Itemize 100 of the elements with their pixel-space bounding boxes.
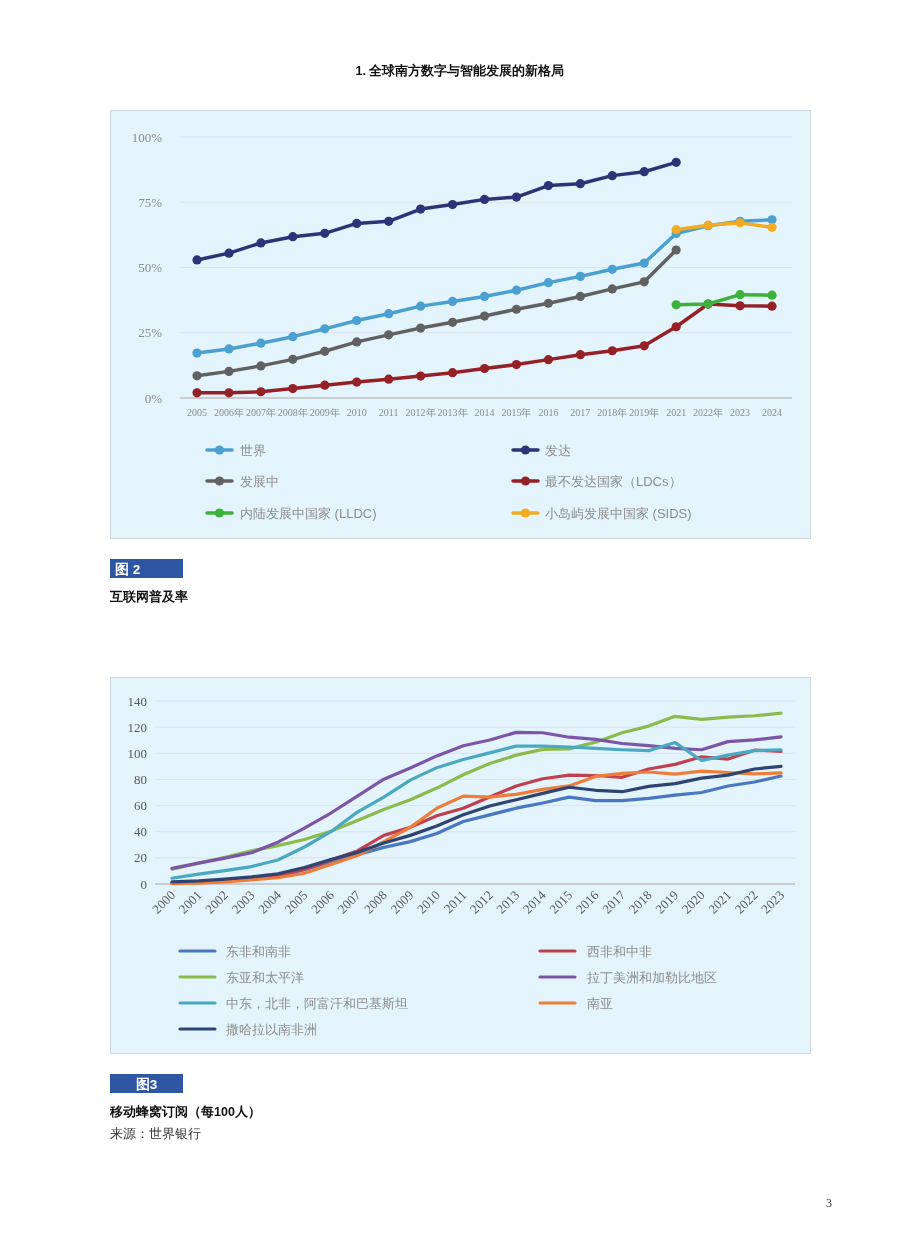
x-tick-label: 2001 (175, 887, 205, 917)
y-tick-label: 0 (140, 876, 147, 892)
legend-label: 世界 (240, 443, 266, 458)
x-tick-label: 2021 (666, 407, 687, 418)
caption: 图 2 (115, 562, 141, 577)
y-tick-label: 40 (134, 824, 147, 840)
x-tick-label: 2016 (538, 407, 559, 418)
legend-label: 中东，北非，阿富汗和巴基斯坦 (226, 996, 408, 1011)
y-tick-label: 100 (127, 745, 147, 761)
point (767, 222, 777, 232)
y-tick-label: 120 (127, 719, 147, 735)
point (288, 354, 298, 364)
point (256, 387, 266, 397)
x-tick-label: 2007年 (245, 407, 276, 418)
point (575, 179, 585, 189)
y-tick-label: 75% (138, 194, 163, 210)
x-tick-label: 2019年 (629, 407, 660, 418)
point (192, 388, 202, 398)
point (479, 194, 490, 204)
legend-label: 南亚 (587, 996, 613, 1011)
y-tick-label: 0% (144, 390, 163, 406)
point (767, 215, 777, 225)
point (192, 255, 202, 265)
point (607, 171, 617, 181)
text: 移动蜂窝订阅（每100人） (109, 1104, 261, 1119)
y-tick-label: 50% (138, 260, 163, 275)
point (639, 167, 649, 177)
point (320, 228, 330, 238)
point (384, 309, 394, 319)
point (575, 350, 585, 360)
x-tick-label: 2010 (346, 407, 367, 418)
point (352, 218, 362, 228)
point (607, 264, 617, 274)
point (479, 291, 490, 302)
point (767, 301, 777, 311)
source-note: 来源：世界银行 (110, 1127, 201, 1141)
legend-label: 发展中 (240, 474, 279, 489)
point (607, 346, 617, 356)
point (288, 384, 298, 394)
x-tick-label: 2011 (378, 407, 399, 418)
point (320, 346, 330, 356)
point (543, 278, 553, 288)
x-tick-label: 2008年 (277, 407, 308, 418)
point (511, 359, 522, 370)
point (511, 192, 522, 202)
point (384, 216, 394, 226)
legend-label: 小岛屿发展中国家 (SIDS) (545, 506, 692, 521)
point (384, 330, 394, 340)
point (288, 232, 298, 242)
text: 1. 全球南方数字与智能发展的新格局 (355, 63, 565, 78)
legend-label: 撒哈拉以南非洲 (226, 1022, 317, 1037)
point (575, 271, 585, 281)
point (671, 300, 681, 310)
legend-label: 内陆发展中国家 (LLDC) (240, 506, 377, 521)
x-tick-label: 2011 (440, 887, 470, 917)
x-tick-label: 2009年 (309, 407, 340, 418)
point (416, 371, 426, 381)
x-tick-label: 2017 (570, 407, 591, 418)
x-tick-label: 2006年 (213, 407, 244, 418)
text: 互联网普及率 (109, 589, 188, 604)
point (352, 337, 362, 347)
point (671, 245, 681, 255)
point (224, 248, 234, 258)
y-tick-label: 60 (134, 798, 147, 814)
y-tick-label: 25% (138, 325, 163, 341)
caption: 图3 (135, 1077, 158, 1092)
point (735, 290, 745, 300)
legend-label: 发达 (545, 443, 571, 458)
point (288, 332, 298, 342)
legend-label: 东非和南非 (226, 944, 291, 959)
point (479, 363, 490, 374)
point (416, 323, 426, 333)
point (192, 371, 202, 381)
x-tick-label: 2013年 (437, 407, 468, 418)
y-tick-label: 80 (134, 771, 147, 787)
point (511, 304, 522, 314)
point (575, 291, 585, 302)
point (447, 200, 458, 210)
point (543, 298, 553, 308)
point (256, 338, 266, 348)
point (543, 180, 553, 191)
point (224, 388, 234, 398)
point (479, 311, 490, 321)
legend-label: 拉丁美洲和加勒比地区 (587, 970, 717, 985)
point (671, 225, 681, 235)
point (416, 204, 426, 214)
point (384, 374, 394, 384)
point (192, 348, 202, 358)
point (256, 238, 266, 248)
x-tick-label: 2022年 (693, 407, 724, 418)
x-tick-label: 2023 (730, 407, 751, 418)
point (735, 301, 745, 311)
text: 3 (826, 1196, 832, 1210)
x-tick-label: 2024 (762, 407, 782, 418)
point (543, 355, 553, 365)
point (352, 377, 362, 387)
point (447, 296, 458, 307)
point (511, 285, 522, 295)
point (352, 315, 362, 326)
point (447, 317, 458, 327)
